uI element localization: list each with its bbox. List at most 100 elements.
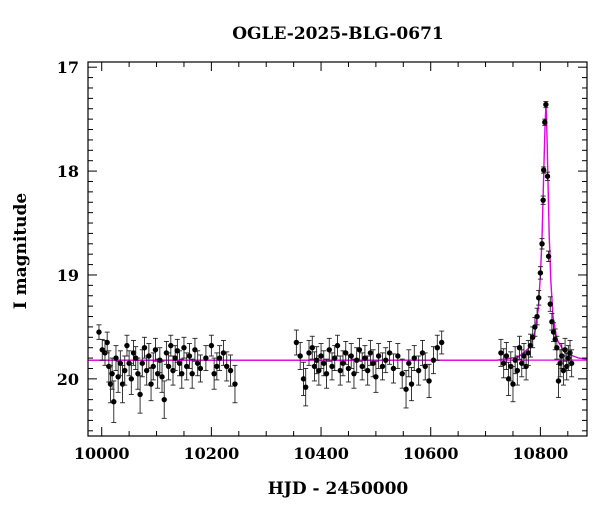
data-marker [297,353,303,359]
data-marker [159,374,165,380]
data-marker [345,365,352,372]
data-point [403,370,409,409]
data-point [415,355,422,386]
data-marker [232,381,238,387]
data-point [203,345,209,371]
data-marker [542,119,548,125]
data-marker [143,367,150,374]
data-marker [161,396,167,403]
data-point [208,334,215,357]
data-point [300,361,307,396]
data-point [161,380,167,419]
data-point [148,366,154,402]
data-marker [139,360,145,366]
data-marker [519,360,525,366]
data-marker [348,353,354,359]
data-marker [211,370,217,377]
data-marker [313,357,320,363]
data-point [370,349,376,378]
data-marker [500,360,507,366]
data-marker [104,339,110,346]
data-marker [300,376,307,382]
data-point [179,358,185,389]
data-marker [514,367,521,374]
data-marker [150,363,156,370]
data-marker [332,355,338,361]
data-point [220,339,227,366]
data-point [373,360,379,393]
data-marker [353,357,360,363]
data-marker [176,360,183,366]
data-point [554,335,560,360]
data-marker [568,360,575,366]
x-tick-label: 10800 [513,444,569,463]
data-point [356,337,363,362]
data-marker [148,381,154,387]
data-point [184,352,190,381]
data-marker [316,367,322,374]
data-point [408,366,415,402]
data-point [537,266,544,280]
data-marker [117,360,124,366]
data-marker [356,347,363,353]
data-marker [326,347,332,353]
data-marker [321,360,327,366]
data-marker [503,353,510,359]
data-marker [181,344,187,351]
data-point [503,342,510,370]
data-marker [562,347,568,353]
data-point [426,363,432,399]
data-point [547,296,553,312]
data-point [122,355,128,386]
data-point [545,250,552,262]
data-marker [555,378,562,384]
data-point [128,362,135,395]
data-marker [386,350,393,356]
data-marker [109,370,115,377]
data-marker [539,241,545,247]
data-marker [373,374,379,380]
data-marker [383,357,389,363]
data-marker [498,350,504,356]
x-axis-label: HJD - 2450000 [268,479,409,499]
data-marker [512,357,518,363]
data-marker [293,339,300,346]
data-point [383,347,389,374]
data-point [334,334,341,357]
data-point [516,335,523,360]
data-point [362,345,368,371]
data-point [560,355,567,386]
data-point [364,355,371,386]
data-marker [359,363,365,370]
data-marker [141,344,148,351]
data-point [124,334,130,357]
data-point [181,336,187,359]
data-point [519,349,525,378]
data-point [224,351,230,382]
data-point [165,352,172,381]
data-marker [554,344,560,351]
data-point [419,339,426,366]
data-marker [395,353,401,359]
data-point [323,358,330,389]
points-layer [96,101,575,423]
data-point [510,365,516,403]
data-point [332,345,338,371]
y-tick-label: 19 [57,266,79,285]
data-marker [323,370,330,377]
data-marker [311,363,318,370]
data-point [152,337,159,362]
data-marker [536,295,542,301]
data-point [96,324,102,340]
data-point [399,358,405,389]
data-point [311,351,318,382]
data-marker [186,353,193,359]
data-marker [203,355,209,361]
data-point [498,338,504,367]
data-marker [505,376,512,382]
data-marker [227,367,234,374]
data-marker [208,342,215,349]
data-marker [179,370,185,377]
data-marker [547,301,553,307]
